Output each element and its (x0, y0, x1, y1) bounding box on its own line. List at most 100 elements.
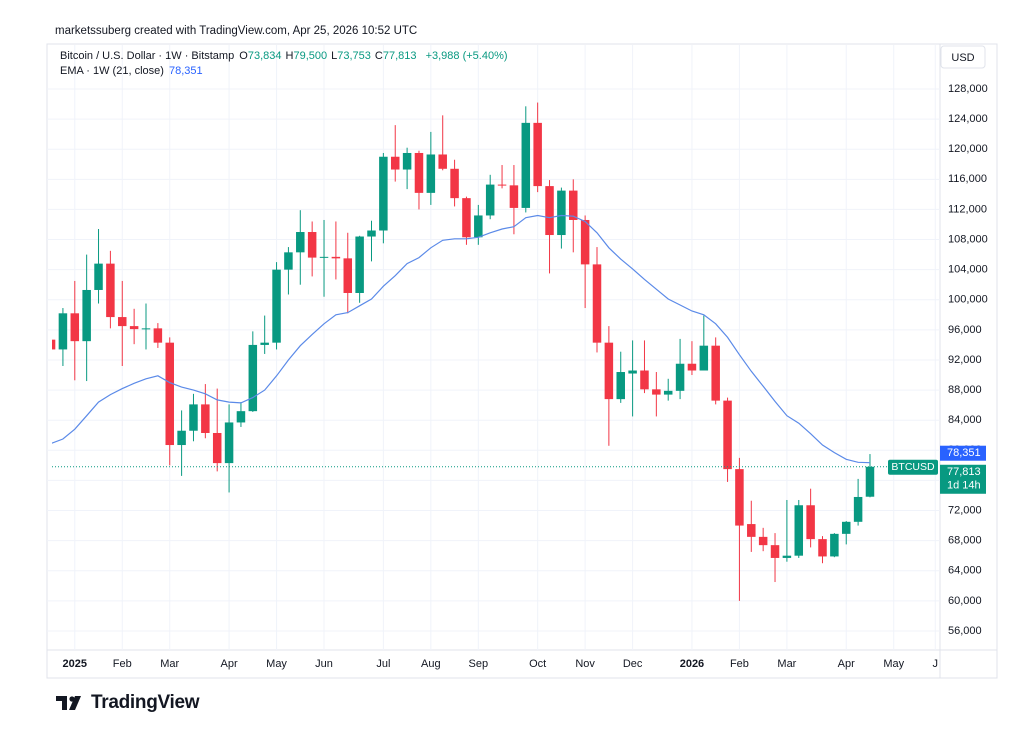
x-tick-label: Feb (113, 658, 132, 670)
candle-body (604, 342, 614, 400)
x-tick-label: Mar (777, 658, 796, 670)
candle-body (153, 328, 163, 343)
candle-body (758, 536, 768, 546)
y-tick-label: 96,000 (948, 324, 982, 336)
candle-body (70, 313, 80, 342)
x-tick-label: Apr (838, 658, 855, 670)
symbol-tag-label: BTCUSD (891, 461, 935, 473)
candle-body (94, 263, 103, 290)
candle-body (592, 264, 602, 343)
candle-body (319, 256, 329, 258)
y-tick-label: 60,000 (948, 595, 982, 607)
candle-body (474, 215, 483, 238)
x-tick-label: Feb (730, 658, 749, 670)
symbol: Bitcoin / U.S. Dollar · 1W · Bitstamp (60, 50, 235, 62)
ohlc-letter: O (239, 50, 248, 62)
y-tick-label: 116,000 (948, 173, 987, 185)
x-tick-label: Jun (315, 658, 333, 670)
candle-body (260, 342, 269, 345)
x-tick-label: Jul (376, 658, 390, 670)
candle-body (224, 422, 234, 464)
brand-name: TradingView (91, 692, 200, 713)
y-tick-label: 64,000 (948, 565, 982, 577)
candle-body (580, 219, 590, 265)
candle-body (723, 400, 732, 470)
candle-body (770, 545, 780, 558)
candle-body (521, 122, 531, 208)
x-tick-label: Apr (221, 658, 238, 670)
candle-body (853, 496, 863, 522)
candle-body (284, 252, 293, 270)
x-tick-label: Aug (421, 658, 441, 670)
candle-body (616, 372, 625, 400)
axis-labels: 56,00060,00064,00068,00072,00076,00080,0… (63, 83, 988, 670)
candle-body (379, 156, 388, 231)
candle-body (355, 236, 364, 293)
brand: TradingView (56, 692, 200, 714)
ema-price-label: 78,351 (947, 447, 981, 459)
y-tick-label: 88,000 (948, 384, 982, 396)
x-tick-label: Mar (160, 658, 179, 670)
plot (52, 102, 940, 601)
ohlc: O73,834 H79,500 L73,753 C77,813 (239, 50, 420, 62)
candle-body (296, 232, 305, 253)
y-tick-label: 72,000 (948, 504, 982, 516)
candle-body (390, 156, 400, 170)
candle-body (735, 469, 744, 526)
last-price-box (940, 464, 986, 494)
candle-body (782, 555, 792, 558)
y-tick-label: 124,000 (948, 113, 988, 125)
candle-body (402, 152, 412, 170)
y-tick-label: 84,000 (948, 414, 982, 426)
legend-ema: EMA · 1W (21, close) 78,351 (60, 65, 205, 77)
candle-body (663, 390, 673, 395)
candle-body (307, 232, 317, 258)
currency[interactable]: USD (951, 52, 974, 64)
currency-box[interactable] (940, 45, 986, 69)
candle-body (806, 505, 815, 540)
candle-body (865, 466, 875, 497)
candle-body (82, 289, 91, 342)
countdown: 1d 14h (947, 480, 981, 492)
candle-body (165, 342, 174, 446)
brand-logo (56, 696, 81, 710)
candle-body (628, 370, 637, 374)
y-tick-label: 108,000 (948, 233, 988, 245)
ohlc-letter: L (331, 50, 338, 62)
candle-body (129, 326, 139, 330)
ema-line (52, 214, 871, 464)
candle-body (248, 344, 258, 412)
candle-body (58, 313, 68, 350)
candle-body (201, 404, 210, 433)
ohlc-value: 73,753 (337, 50, 371, 62)
last-price-label: 77,813 (947, 466, 981, 478)
candle-body (569, 190, 578, 220)
candle-body (545, 186, 554, 236)
y-tick-label: 100,000 (948, 294, 988, 306)
candle-body (687, 363, 697, 371)
candle-body (236, 411, 246, 423)
ema-value: 78,351 (168, 65, 203, 77)
candle-body (711, 345, 720, 401)
y-tick-label: 128,000 (948, 83, 988, 95)
x-tick-label: Sep (469, 658, 489, 670)
y-tick-label: 112,000 (948, 203, 987, 215)
candle-body (177, 430, 186, 446)
x-tick-label: J (933, 658, 939, 670)
ema-price-box (940, 445, 986, 461)
change: +3,988 (+5.40%) (425, 50, 508, 62)
candle-body (189, 404, 198, 431)
y-tick-label: 92,000 (948, 354, 982, 366)
ema-name: EMA · 1W (21, close) (60, 65, 164, 77)
candle-body (830, 533, 839, 557)
x-tick-label: May (266, 658, 287, 670)
candle-body (794, 505, 804, 556)
x-tick-label: Dec (623, 658, 643, 670)
candle-body (557, 190, 566, 236)
candle-body (450, 168, 459, 199)
candle-body (106, 263, 115, 318)
x-tick-label: May (883, 658, 904, 670)
candle-body (414, 152, 424, 193)
candle-body (497, 184, 507, 186)
